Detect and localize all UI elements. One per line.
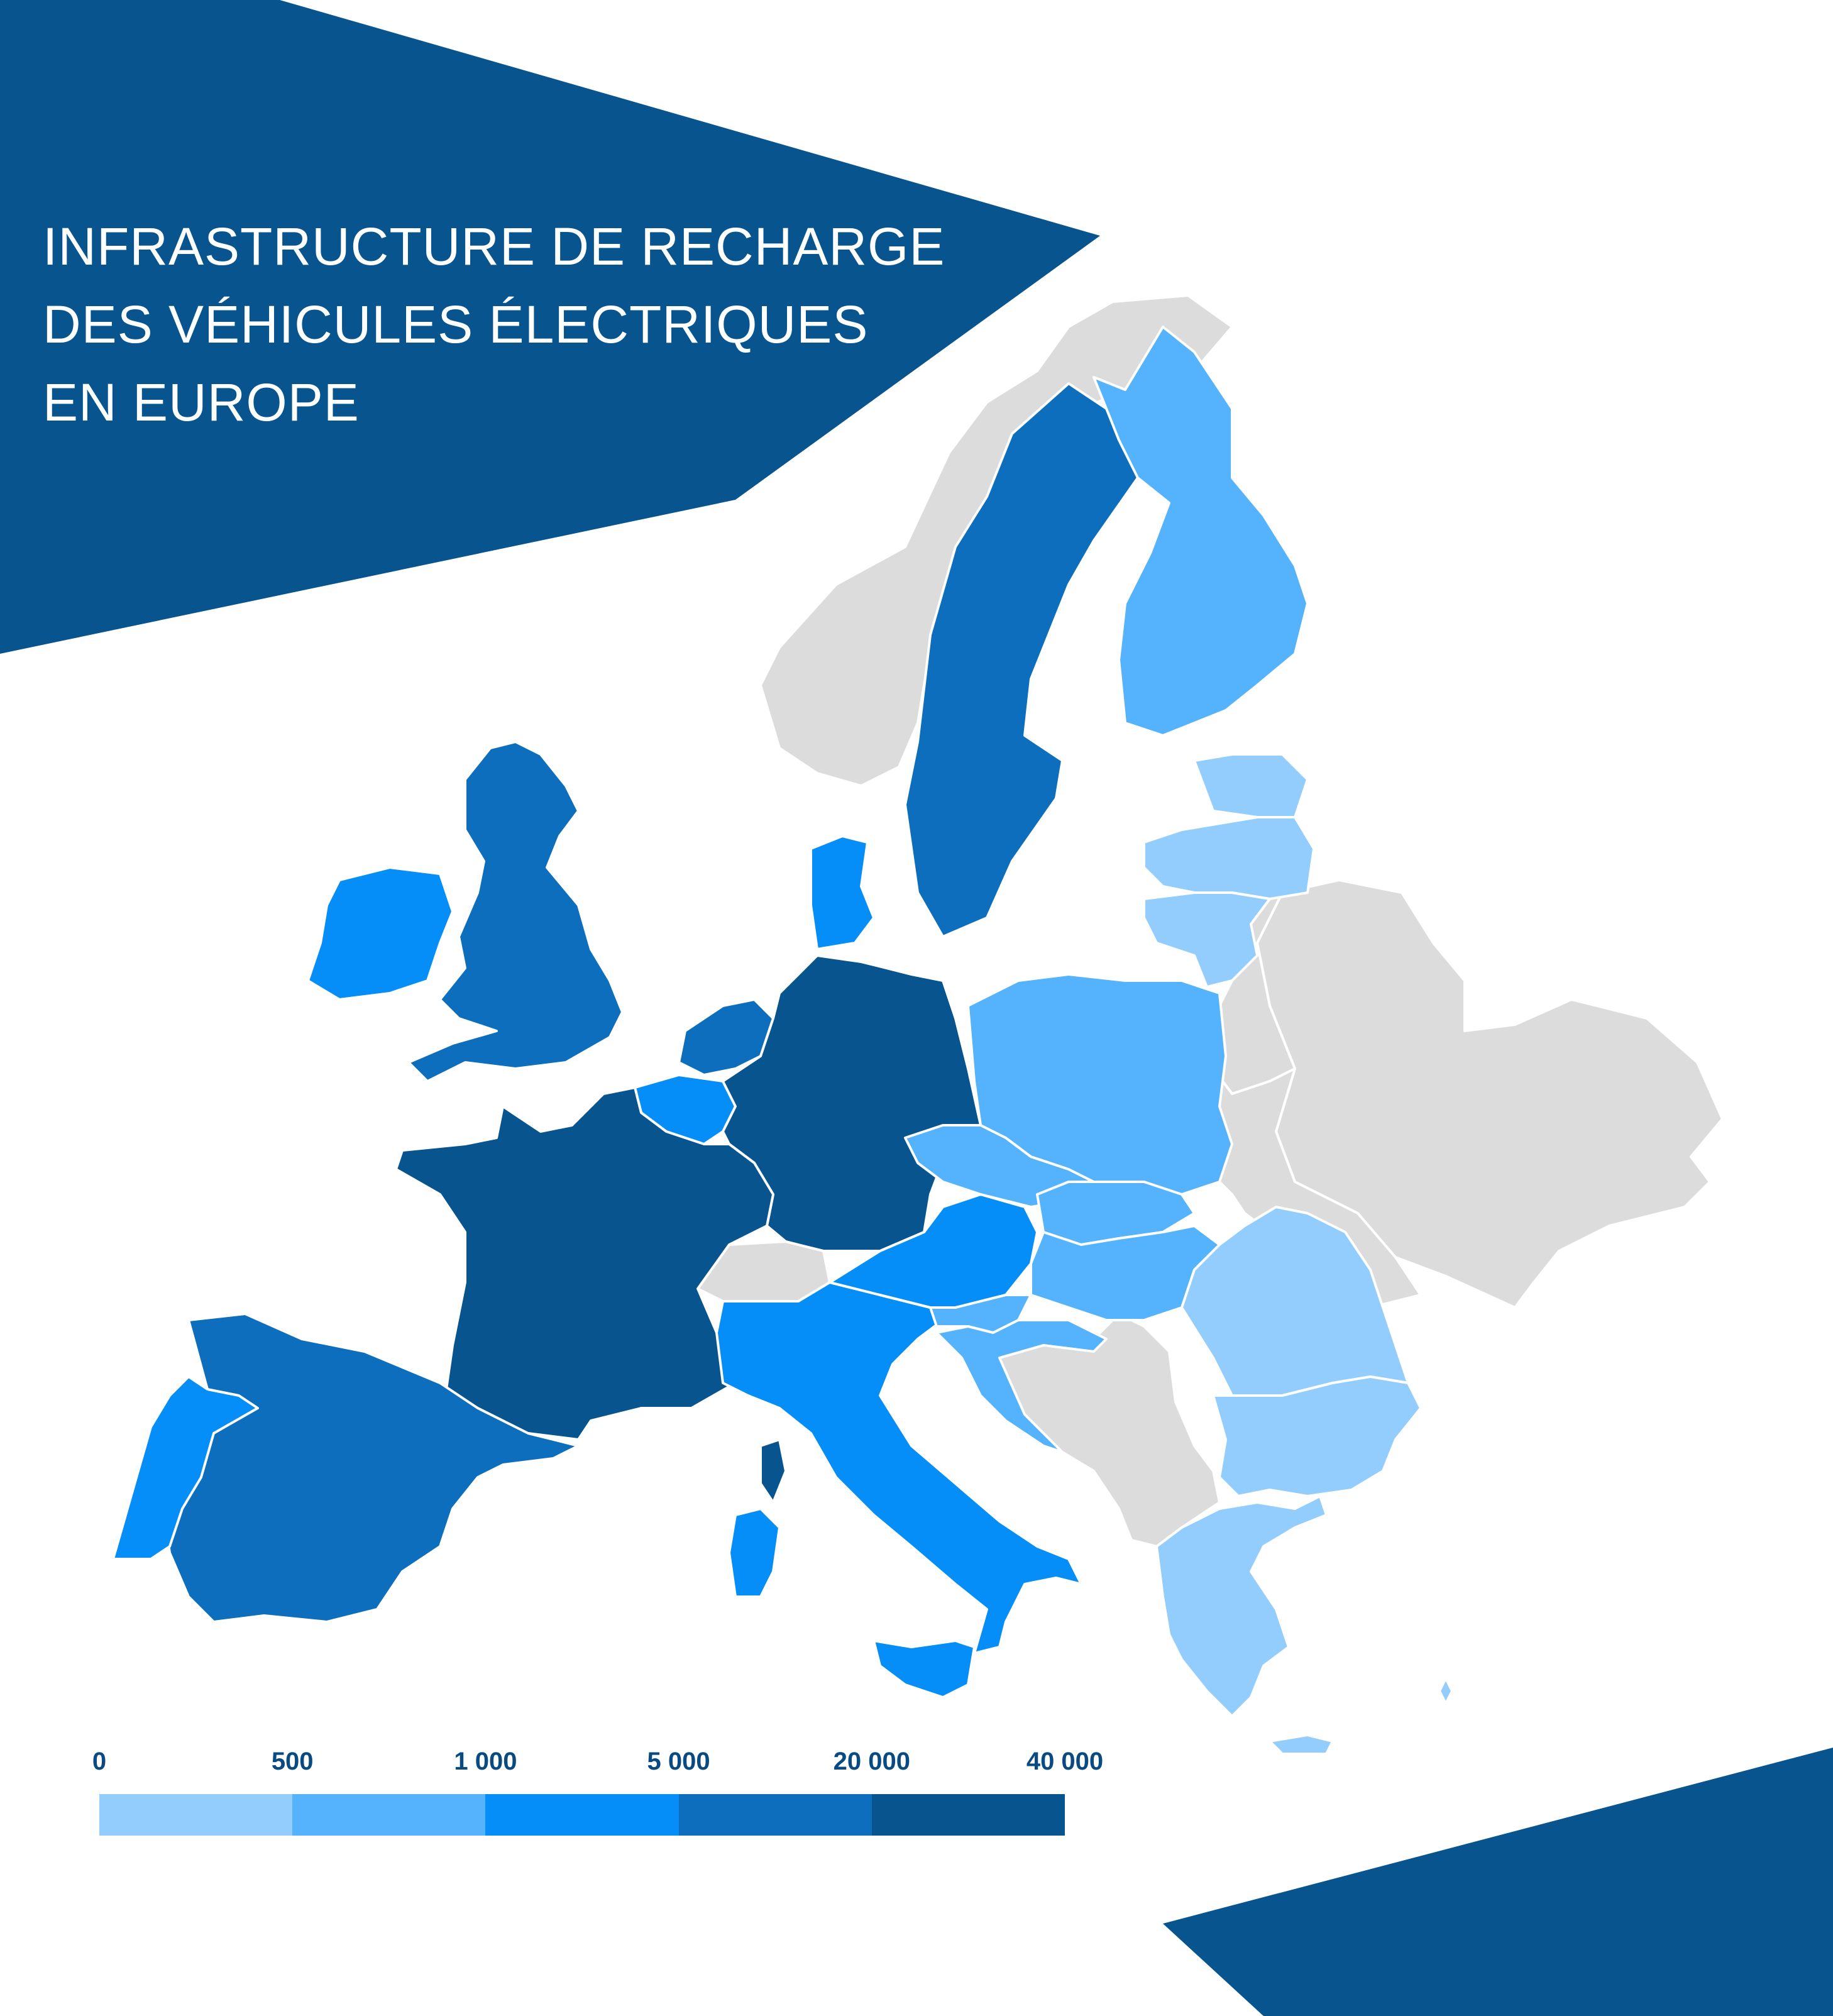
region-denmark <box>810 835 875 950</box>
map-regions <box>112 294 1724 1755</box>
legend-swatch-3 <box>485 1794 679 1836</box>
title-line-1: INFRASTRUCTURE DE RECHARGE <box>43 217 945 276</box>
legend-swatch-1 <box>99 1794 293 1836</box>
region-sweden <box>904 382 1139 938</box>
region-united-kingdom <box>407 741 624 1082</box>
region-latvia <box>1143 816 1315 900</box>
legend-labels: 0 500 1 000 5 000 20 000 40 000 <box>92 1748 1103 1785</box>
region-crete <box>1269 1734 1334 1755</box>
region-finland <box>1093 326 1309 737</box>
top-banner <box>0 0 1100 654</box>
region-france <box>395 1086 774 1441</box>
region-cyprus <box>1438 1677 1453 1705</box>
legend-label-5000: 5 000 <box>647 1748 710 1775</box>
legend-swatch-4 <box>678 1794 872 1836</box>
region-croatia <box>935 1319 1108 1453</box>
region-estonia <box>1193 753 1309 818</box>
legend-label-1000: 1 000 <box>454 1748 517 1775</box>
legend-label-500: 500 <box>271 1748 314 1775</box>
legend-label-0: 0 <box>92 1748 107 1775</box>
legend-swatch-2 <box>292 1794 486 1836</box>
region-corsica <box>759 1438 787 1504</box>
region-poland <box>967 973 1233 1196</box>
region-ukraine <box>1212 1067 1422 1309</box>
legend-label-20000: 20 000 <box>833 1748 910 1775</box>
region-sicily <box>872 1639 976 1699</box>
region-sardinia <box>728 1507 781 1598</box>
title-line-2: DES VÉHICULES ÉLECTRIQUES <box>43 295 869 354</box>
region-portugal <box>112 1375 259 1560</box>
map-title: INFRASTRUCTURE DE RECHARGE DES VÉHICULES… <box>43 207 945 441</box>
title-line-3: EN EUROPE <box>43 373 360 432</box>
region-greece <box>1155 1495 1328 1717</box>
legend-swatch-5 <box>871 1794 1065 1836</box>
region-lithuania <box>1143 891 1271 988</box>
legend-bar <box>99 1794 1065 1836</box>
region-germany <box>722 954 982 1252</box>
region-ireland <box>307 866 454 1001</box>
legend-label-40000: 40 000 <box>1026 1748 1104 1775</box>
region-bulgaria <box>1212 1375 1422 1497</box>
legend: 0 500 1 000 5 000 20 000 40 000 <box>92 1748 1103 1836</box>
bottom-banner <box>1163 1748 1833 2016</box>
